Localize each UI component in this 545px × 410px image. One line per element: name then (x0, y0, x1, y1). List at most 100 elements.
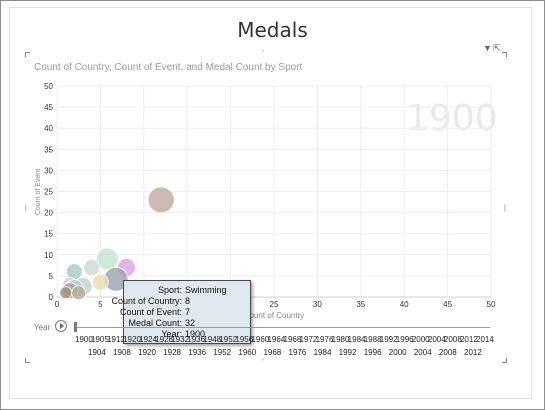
resize-handle-right[interactable]: | (504, 205, 506, 212)
x-tick-label: 25 (270, 300, 279, 309)
bubble-point (95, 247, 119, 271)
play-axis-watermark: 1900 (406, 98, 498, 139)
timeline-year-bottom[interactable]: 2008 (438, 348, 457, 357)
timeline-year-top[interactable]: 1948 (203, 335, 222, 344)
y-tick-label: 30 (44, 166, 53, 175)
tooltip-row: Year: 1900 (124, 329, 250, 340)
timeline-year-top[interactable]: 1984 (347, 335, 366, 344)
corner-mark-bl (25, 358, 30, 363)
timeline-year-bottom[interactable]: 1936 (188, 348, 207, 357)
chart-tooltip: Sport: Swimming Count of Country: 8 Count of… (111, 280, 251, 344)
timeline-year-top[interactable]: 1920 (123, 335, 141, 344)
x-tick-label: 5 (98, 300, 103, 309)
timeline-year-bottom[interactable]: 1952 (213, 348, 232, 357)
tooltip-value: Swimming (185, 285, 227, 295)
chart-title: Count of Country, Count of Event, and Me… (34, 62, 303, 73)
tooltip-row: Count of Event: 7 (120, 307, 250, 318)
play-axis-label: Year (34, 323, 51, 332)
bubble-point (83, 259, 101, 276)
timeline-year-bottom[interactable]: 2012 (464, 348, 482, 357)
tooltip-label: Count of Country: (111, 296, 182, 306)
timeline-year-bottom[interactable]: 1928 (163, 348, 181, 357)
tooltip-label: Sport: (157, 285, 182, 295)
bubble-point (71, 285, 87, 301)
y-tick-label: 45 (44, 103, 53, 112)
visual-container[interactable] (9, 7, 532, 399)
timeline-year-top[interactable]: 2004 (427, 335, 446, 344)
timeline-year-top[interactable]: 1936 (187, 335, 206, 344)
page-title: Medals (237, 18, 308, 42)
filter-icon[interactable]: ▼ (483, 43, 492, 53)
timeline-year-top[interactable]: 1968 (283, 335, 302, 344)
y-tick-label: 10 (44, 251, 53, 260)
y-tick-label: 15 (44, 230, 53, 239)
y-axis-label: Count of Event (35, 169, 42, 215)
y-tick-label: 35 (44, 145, 53, 154)
x-tick-label: 40 (400, 300, 409, 309)
timeline-year-top[interactable]: 1988 (363, 335, 382, 344)
corner-mark-tr (502, 52, 507, 57)
x-tick-label: 35 (356, 300, 365, 309)
timeline-year-top[interactable]: 1996 (395, 335, 414, 344)
bubble-point (147, 186, 175, 214)
y-tick-label: 25 (44, 188, 53, 197)
tooltip-row: Sport: Swimming (124, 285, 250, 296)
timeline-year-bottom[interactable]: 1984 (313, 348, 332, 357)
popout-icon[interactable]: ⇱ (493, 43, 501, 53)
timeline-year-top[interactable]: 1924 (139, 335, 157, 344)
timeline-year-bottom[interactable]: 1976 (288, 348, 307, 357)
timeline-year-top[interactable]: 1952 (219, 335, 238, 344)
timeline-year-top[interactable]: 1928 (155, 335, 173, 344)
bubble-point (59, 286, 73, 300)
timeline-year-bottom[interactable]: 1920 (138, 348, 156, 357)
timeline-year-bottom[interactable]: 2004 (413, 348, 432, 357)
tooltip-value: 1900 (185, 329, 206, 339)
timeline-year-top[interactable]: 2000 (411, 335, 430, 344)
resize-handle-left[interactable]: | (25, 205, 27, 212)
tooltip-row: Count of Country: 8 (111, 296, 250, 307)
timeline-year-top[interactable]: 1912 (107, 335, 125, 344)
tooltip-row: Medal Count: 32 (124, 318, 250, 329)
timeline-year-top[interactable]: 2014 (476, 335, 494, 344)
y-tick-label: 20 (44, 209, 53, 218)
timeline-year-bottom[interactable]: 2000 (388, 348, 407, 357)
y-tick-label: 0 (49, 293, 54, 302)
tooltip-value: 7 (185, 307, 191, 317)
timeline-year-top[interactable]: 1976 (315, 335, 334, 344)
timeline-year-top[interactable]: 1972 (299, 335, 318, 344)
timeline-year-top[interactable]: 1992 (379, 335, 398, 344)
timeline-year-bottom[interactable]: 1968 (263, 348, 282, 357)
tooltip-label: Year: (161, 329, 182, 339)
timeline-year-bottom[interactable]: 1960 (238, 348, 257, 357)
tooltip-value: 32 (185, 318, 196, 328)
timeline-year-top[interactable]: 1932 (171, 335, 190, 344)
tooltip-label: Medal Count: (128, 318, 182, 328)
y-tick-label: 50 (44, 82, 53, 91)
x-axis-label: Count of Country (244, 311, 304, 320)
play-axis-track[interactable] (76, 327, 490, 328)
resize-handle-top[interactable]: - (262, 48, 265, 55)
timeline-year-top[interactable]: 2012 (459, 335, 478, 344)
timeline-year-bottom[interactable]: 1992 (338, 348, 357, 357)
x-tick-label: 0 (55, 300, 60, 309)
timeline-year-top[interactable]: 1960 (251, 335, 270, 344)
y-tick-label: 40 (44, 124, 53, 133)
timeline-year-top[interactable]: 1964 (267, 335, 286, 344)
timeline-year-top[interactable]: 1905 (91, 335, 109, 344)
timeline-year-bottom[interactable]: 1904 (88, 348, 106, 357)
timeline-year-top[interactable]: 1980 (331, 335, 350, 344)
timeline-year-top[interactable]: 1956 (235, 335, 254, 344)
y-tick-label: 5 (49, 272, 54, 281)
x-tick-label: 30 (313, 300, 322, 309)
x-tick-label: 50 (487, 300, 496, 309)
timeline-year-top[interactable]: 1900 (75, 335, 93, 344)
timeline-year-bottom[interactable]: 1996 (363, 348, 382, 357)
resize-handle-bottom[interactable]: - (262, 357, 265, 364)
bubble-point (92, 273, 109, 291)
play-button[interactable] (55, 320, 67, 332)
timeline-year-bottom[interactable]: 1908 (113, 348, 131, 357)
timeline-year-top[interactable]: 2008 (443, 335, 462, 344)
x-tick-label: 45 (443, 300, 452, 309)
play-axis-handle[interactable] (74, 322, 77, 332)
